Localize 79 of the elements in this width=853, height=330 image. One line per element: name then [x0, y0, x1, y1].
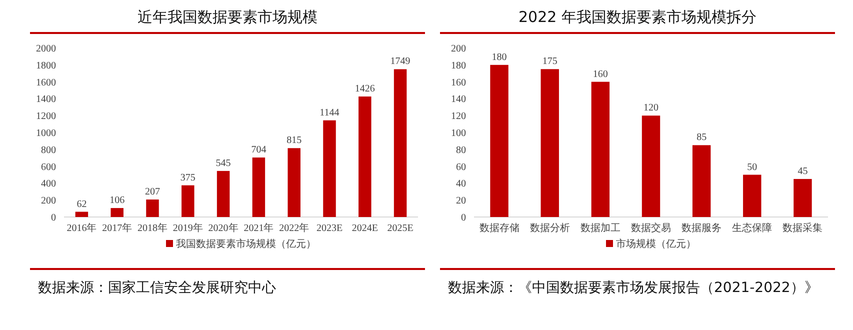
x-tick-label: 2017年 — [102, 222, 132, 234]
data-label: 160 — [592, 68, 608, 80]
legend-label: 我国数据要素市场规模（亿元） — [176, 238, 316, 250]
y-tick-label: 160 — [451, 77, 466, 88]
x-tick-label: 生态保障 — [732, 222, 772, 234]
y-tick-label: 1400 — [36, 94, 56, 106]
data-label: 175 — [542, 56, 558, 68]
bar — [252, 158, 266, 217]
legend-label: 市场规模（亿元） — [616, 238, 696, 250]
x-tick-label: 2022年 — [279, 222, 310, 234]
bar — [216, 170, 230, 217]
y-tick-label: 1800 — [36, 60, 56, 72]
bar — [794, 178, 812, 217]
bar — [358, 96, 372, 217]
x-tick-label: 2025E — [387, 223, 414, 234]
y-tick-label: 120 — [451, 111, 466, 122]
x-tick-label: 2018年 — [138, 222, 168, 234]
bar — [490, 64, 508, 217]
data-label: 106 — [110, 195, 125, 206]
x-tick-label: 数据存储 — [479, 222, 520, 234]
x-tick-label: 数据交易 — [631, 222, 671, 234]
y-tick-label: 40 — [456, 178, 466, 190]
y-tick-label: 180 — [451, 60, 466, 72]
source-note: 数据来源：国家工信安全发展研究中心 — [38, 279, 277, 298]
bar — [182, 185, 194, 217]
y-tick-label: 200 — [41, 196, 56, 207]
bar — [288, 148, 300, 217]
bar — [642, 116, 660, 217]
y-tick-label: 60 — [456, 162, 466, 173]
data-label: 1426 — [354, 84, 375, 95]
y-tick-label: 600 — [41, 162, 56, 173]
data-label: 120 — [644, 102, 658, 114]
data-label: 1144 — [320, 107, 340, 118]
data-label: 85 — [696, 132, 707, 144]
x-tick-label: 2016年 — [66, 222, 97, 234]
bar — [692, 145, 711, 217]
y-tick-label: 200 — [451, 44, 466, 54]
y-tick-label: 20 — [456, 196, 466, 207]
y-tick-label: 140 — [451, 94, 466, 106]
data-label: 704 — [251, 144, 266, 156]
data-label: 207 — [145, 186, 160, 198]
bar — [146, 200, 159, 217]
chart-title: 2022 年我国数据要素市场规模拆分 — [518, 8, 756, 26]
data-label: 50 — [747, 162, 758, 173]
y-tick-label: 1200 — [36, 111, 56, 122]
data-label: 375 — [180, 172, 196, 184]
data-label: 545 — [216, 158, 231, 169]
x-tick-label: 2024E — [352, 223, 378, 234]
bar — [540, 69, 559, 217]
y-tick-label: 100 — [451, 128, 466, 139]
x-tick-label: 数据采集 — [782, 222, 823, 234]
data-label: 180 — [492, 52, 507, 63]
source-note: 数据来源：《中国数据要素市场发展报告（2021-2022）》 — [448, 279, 820, 298]
x-tick-label: 数据服务 — [682, 222, 722, 234]
x-tick-label: 数据分析 — [530, 222, 570, 234]
y-tick-label: 80 — [456, 144, 466, 156]
y-tick-label: 2000 — [36, 44, 56, 54]
x-tick-label: 2019年 — [172, 222, 203, 234]
chart-title: 近年我国数据要素市场规模 — [138, 8, 318, 26]
y-tick-label: 0 — [51, 212, 56, 224]
data-label: 1749 — [390, 56, 410, 68]
bar — [75, 212, 88, 217]
y-tick-label: 0 — [461, 212, 466, 224]
bar — [743, 174, 762, 217]
data-label: 815 — [286, 135, 302, 146]
x-tick-label: 数据加工 — [580, 222, 620, 234]
data-label: 62 — [76, 198, 87, 210]
x-tick-label: 2023E — [316, 223, 343, 234]
y-tick-label: 800 — [41, 144, 56, 156]
bar — [394, 69, 407, 217]
y-tick-label: 1000 — [36, 128, 56, 139]
y-tick-label: 400 — [41, 178, 56, 190]
x-tick-label: 2020年 — [208, 222, 238, 234]
bar — [323, 120, 336, 217]
x-tick-label: 2021年 — [244, 222, 274, 234]
data-label: 45 — [798, 166, 808, 177]
y-tick-label: 1600 — [36, 77, 56, 88]
bar — [591, 82, 610, 217]
bar — [110, 208, 124, 217]
